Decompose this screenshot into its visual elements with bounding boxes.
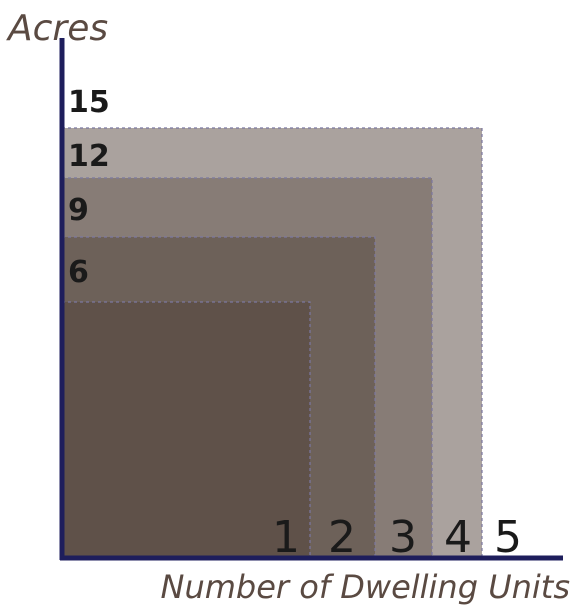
x-label: 2 [328,512,356,563]
y-label: 9 [68,193,89,228]
x-label: 3 [389,512,417,563]
x-label: 1 [272,512,300,563]
x-label: 4 [444,512,472,563]
y-label: 6 [68,255,89,290]
x-axis-title: Number of Dwelling Units [161,568,570,606]
y-label: 15 [68,85,110,120]
y-label: 12 [68,139,110,174]
y-axis-title: Acres [6,8,108,49]
x-label: 5 [494,512,522,563]
area-1 [61,301,311,559]
